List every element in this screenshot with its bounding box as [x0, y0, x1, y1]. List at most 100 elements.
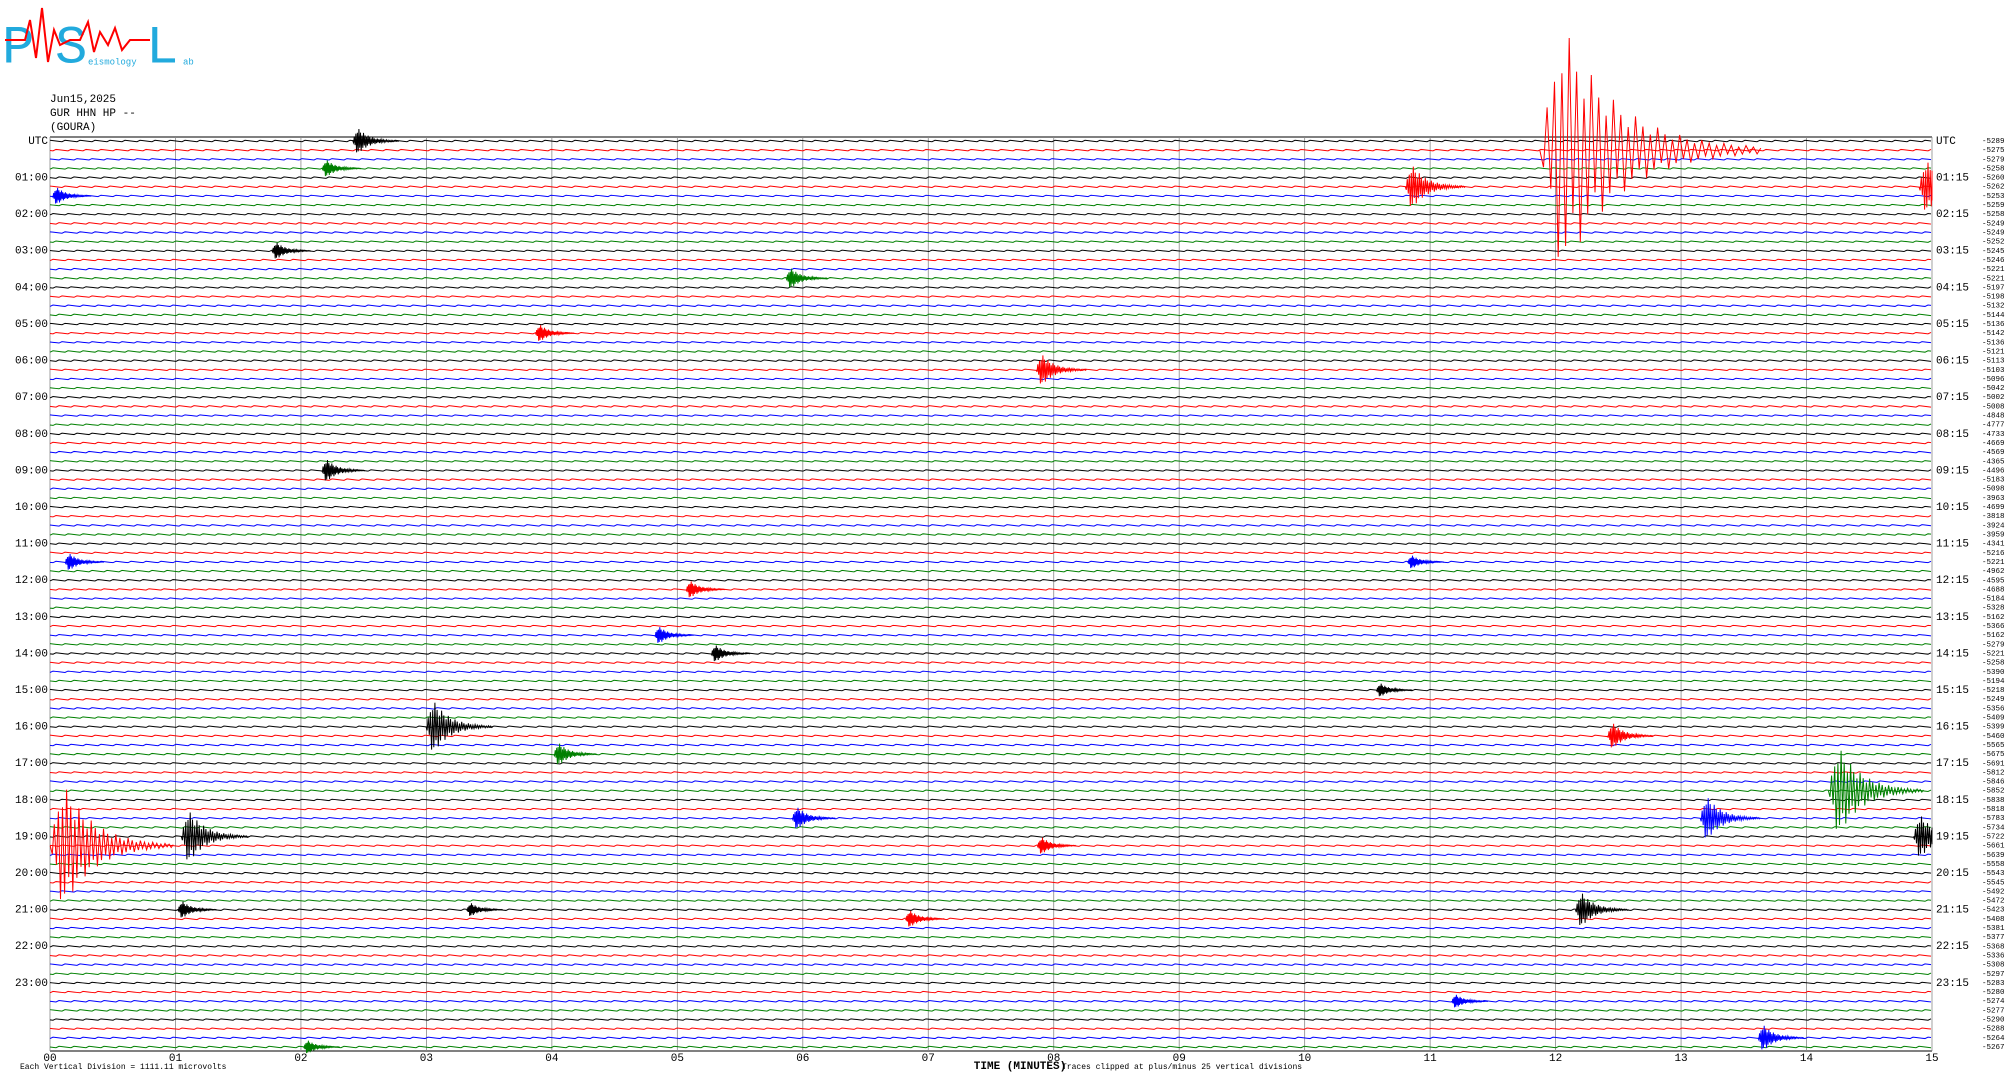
- logo-letter: S: [55, 18, 87, 79]
- trace-offset: -5198: [1982, 294, 2005, 302]
- trace: [49, 688, 1932, 692]
- trace: [49, 908, 1932, 911]
- trace-offset: -4733: [1982, 431, 2005, 439]
- left-hour-label: 02:00: [15, 209, 48, 221]
- trace-offset: -5852: [1982, 788, 2005, 796]
- logo-word: ab: [183, 57, 194, 67]
- left-hour-label: 12:00: [15, 575, 48, 587]
- trace: [49, 698, 1932, 701]
- trace-offset: -4962: [1982, 568, 2005, 576]
- trace: [49, 963, 1932, 966]
- right-hour-label: 10:15: [1936, 502, 1969, 514]
- logo-wave: [5, 7, 150, 63]
- trace: [49, 771, 1932, 774]
- right-hour-label: 23:15: [1936, 978, 1969, 990]
- trace-offset: -5267: [1982, 1044, 2005, 1052]
- right-hour-label: 19:15: [1936, 831, 1969, 843]
- trace: [49, 203, 1932, 207]
- trace-offset: -5258: [1982, 660, 2005, 668]
- trace: [49, 341, 1932, 344]
- right-hour-label: 20:15: [1936, 868, 1969, 880]
- trace: [49, 423, 1932, 426]
- trace-offset: -5221: [1982, 650, 2005, 658]
- logo-letter: P: [2, 18, 34, 79]
- trace: [49, 780, 1932, 783]
- trace: [49, 194, 1932, 198]
- trace: [49, 990, 1932, 994]
- trace-offset: -5221: [1982, 275, 2005, 283]
- x-tick-label: 08: [1047, 1053, 1060, 1065]
- x-tick-label: 02: [294, 1053, 307, 1065]
- trace-offset: -5297: [1982, 971, 2005, 979]
- trace: [49, 633, 1932, 637]
- trace-offset: -5246: [1982, 257, 2005, 265]
- trace: [49, 954, 1932, 957]
- trace-offset: -5249: [1982, 229, 2005, 237]
- left-hour-label: UTC: [28, 136, 48, 148]
- left-hour-label: 21:00: [15, 905, 48, 917]
- trace-offset: -5183: [1982, 477, 2005, 485]
- trace-offset: -5545: [1982, 879, 2005, 887]
- event-burst: [654, 627, 694, 643]
- right-hour-label: 07:15: [1936, 392, 1969, 404]
- event-burst: [180, 812, 249, 860]
- logo-word: eismology: [88, 57, 137, 67]
- trace-offset: -5262: [1982, 184, 2005, 192]
- event-burst: [352, 128, 400, 153]
- trace: [49, 560, 1932, 564]
- left-hour-label: 15:00: [15, 685, 48, 697]
- right-hour-label: 12:15: [1936, 575, 1969, 587]
- event-burst: [791, 807, 836, 829]
- trace: [49, 1018, 1932, 1021]
- trace: [49, 707, 1932, 710]
- trace: [49, 231, 1932, 234]
- left-hour-label: 18:00: [15, 795, 48, 807]
- left-hour-label: 19:00: [15, 831, 48, 843]
- trace: [49, 670, 1932, 674]
- left-hour-label: 07:00: [15, 392, 48, 404]
- trace-offset: -5218: [1982, 687, 2005, 695]
- trace: [49, 386, 1932, 390]
- trace: [49, 972, 1932, 976]
- event-burst: [1918, 162, 1933, 210]
- trace-offset: -5639: [1982, 852, 2005, 860]
- trace: [49, 158, 1932, 161]
- trace-offset: -5661: [1982, 843, 2005, 851]
- trace: [49, 524, 1932, 527]
- left-hour-label: 04:00: [15, 282, 48, 294]
- scale-note: Each Vertical Division = 1111.11 microvo…: [20, 1063, 227, 1072]
- trace-offset: -5216: [1982, 550, 2005, 558]
- trace-offset: -4699: [1982, 504, 2005, 512]
- header-site: (GOURA): [50, 122, 96, 134]
- trace-offset: -5558: [1982, 861, 2005, 869]
- right-hour-label: 15:15: [1936, 685, 1969, 697]
- trace: [49, 295, 1932, 298]
- trace: [49, 148, 1932, 152]
- trace: [49, 1027, 1932, 1030]
- x-tick-label: 06: [796, 1053, 809, 1065]
- trace-offset: -5279: [1982, 641, 2005, 649]
- trace: [49, 597, 1932, 600]
- event-burst: [321, 459, 366, 481]
- left-hour-label: 01:00: [15, 173, 48, 185]
- trace-offset: -5121: [1982, 348, 2005, 356]
- trace: [49, 615, 1932, 619]
- trace-offset: -5838: [1982, 797, 2005, 805]
- trace: [49, 405, 1932, 408]
- event-burst: [1757, 1025, 1805, 1050]
- right-hour-label: 14:15: [1936, 648, 1969, 660]
- event-burst: [1539, 37, 1762, 257]
- trace-offset: -4569: [1982, 449, 2005, 457]
- x-tick-label: 00: [43, 1053, 56, 1065]
- trace-offset: -5259: [1982, 202, 2005, 210]
- left-hour-label: 23:00: [15, 978, 48, 990]
- trace: [49, 212, 1932, 216]
- left-hour-label: 03:00: [15, 246, 48, 258]
- trace-offset: -5308: [1982, 962, 2005, 970]
- trace: [49, 789, 1932, 792]
- trace: [49, 945, 1932, 948]
- right-hour-label: 22:15: [1936, 941, 1969, 953]
- right-hour-label: 18:15: [1936, 795, 1969, 807]
- right-hour-label: 02:15: [1936, 209, 1969, 221]
- right-hour-label: 16:15: [1936, 722, 1969, 734]
